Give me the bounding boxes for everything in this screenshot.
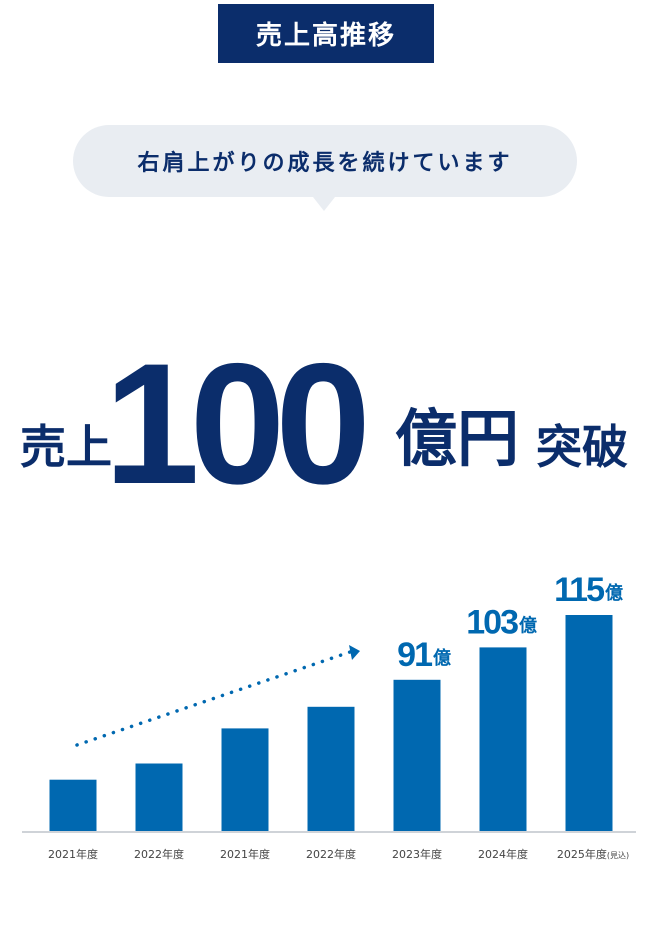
bar-0 (49, 779, 97, 831)
trend-arrowhead-icon (349, 645, 360, 660)
x-tick-label: 2024年度 (478, 847, 528, 861)
bar-5 (479, 647, 527, 831)
x-tick-label: 2021年度 (220, 847, 270, 861)
headline-prefix: 売上 (20, 420, 112, 474)
data-label: 115 (554, 571, 604, 609)
bar-2 (221, 728, 269, 831)
section-title: 売上高推移 (218, 4, 434, 63)
data-label-unit: 億 (519, 614, 537, 636)
headline-suffix: 突破 (536, 420, 628, 474)
speech-bubble: 右肩上がりの成長を続けています (73, 125, 577, 197)
bar-6 (565, 615, 613, 831)
bar-4 (393, 679, 441, 831)
x-tick-label: 2022年度 (306, 847, 356, 861)
bar-3 (307, 706, 355, 831)
data-label-unit: 億 (605, 582, 623, 604)
data-label: 103 (466, 603, 518, 641)
x-tick-label: 2021年度 (48, 847, 98, 861)
headline-unit: 億円 (395, 402, 520, 475)
x-tick-label: 2025年度(見込) (557, 847, 629, 861)
x-tick-label: 2023年度 (392, 847, 442, 861)
x-tick-note: (見込) (607, 851, 629, 860)
x-tick-label: 2022年度 (134, 847, 184, 861)
data-label: 91 (397, 636, 432, 674)
headline-number: 100 (104, 328, 371, 520)
bubble-tail (313, 197, 335, 211)
bar-1 (135, 763, 183, 831)
data-label-unit: 億 (433, 647, 451, 669)
trend-dotted-line (75, 650, 352, 747)
